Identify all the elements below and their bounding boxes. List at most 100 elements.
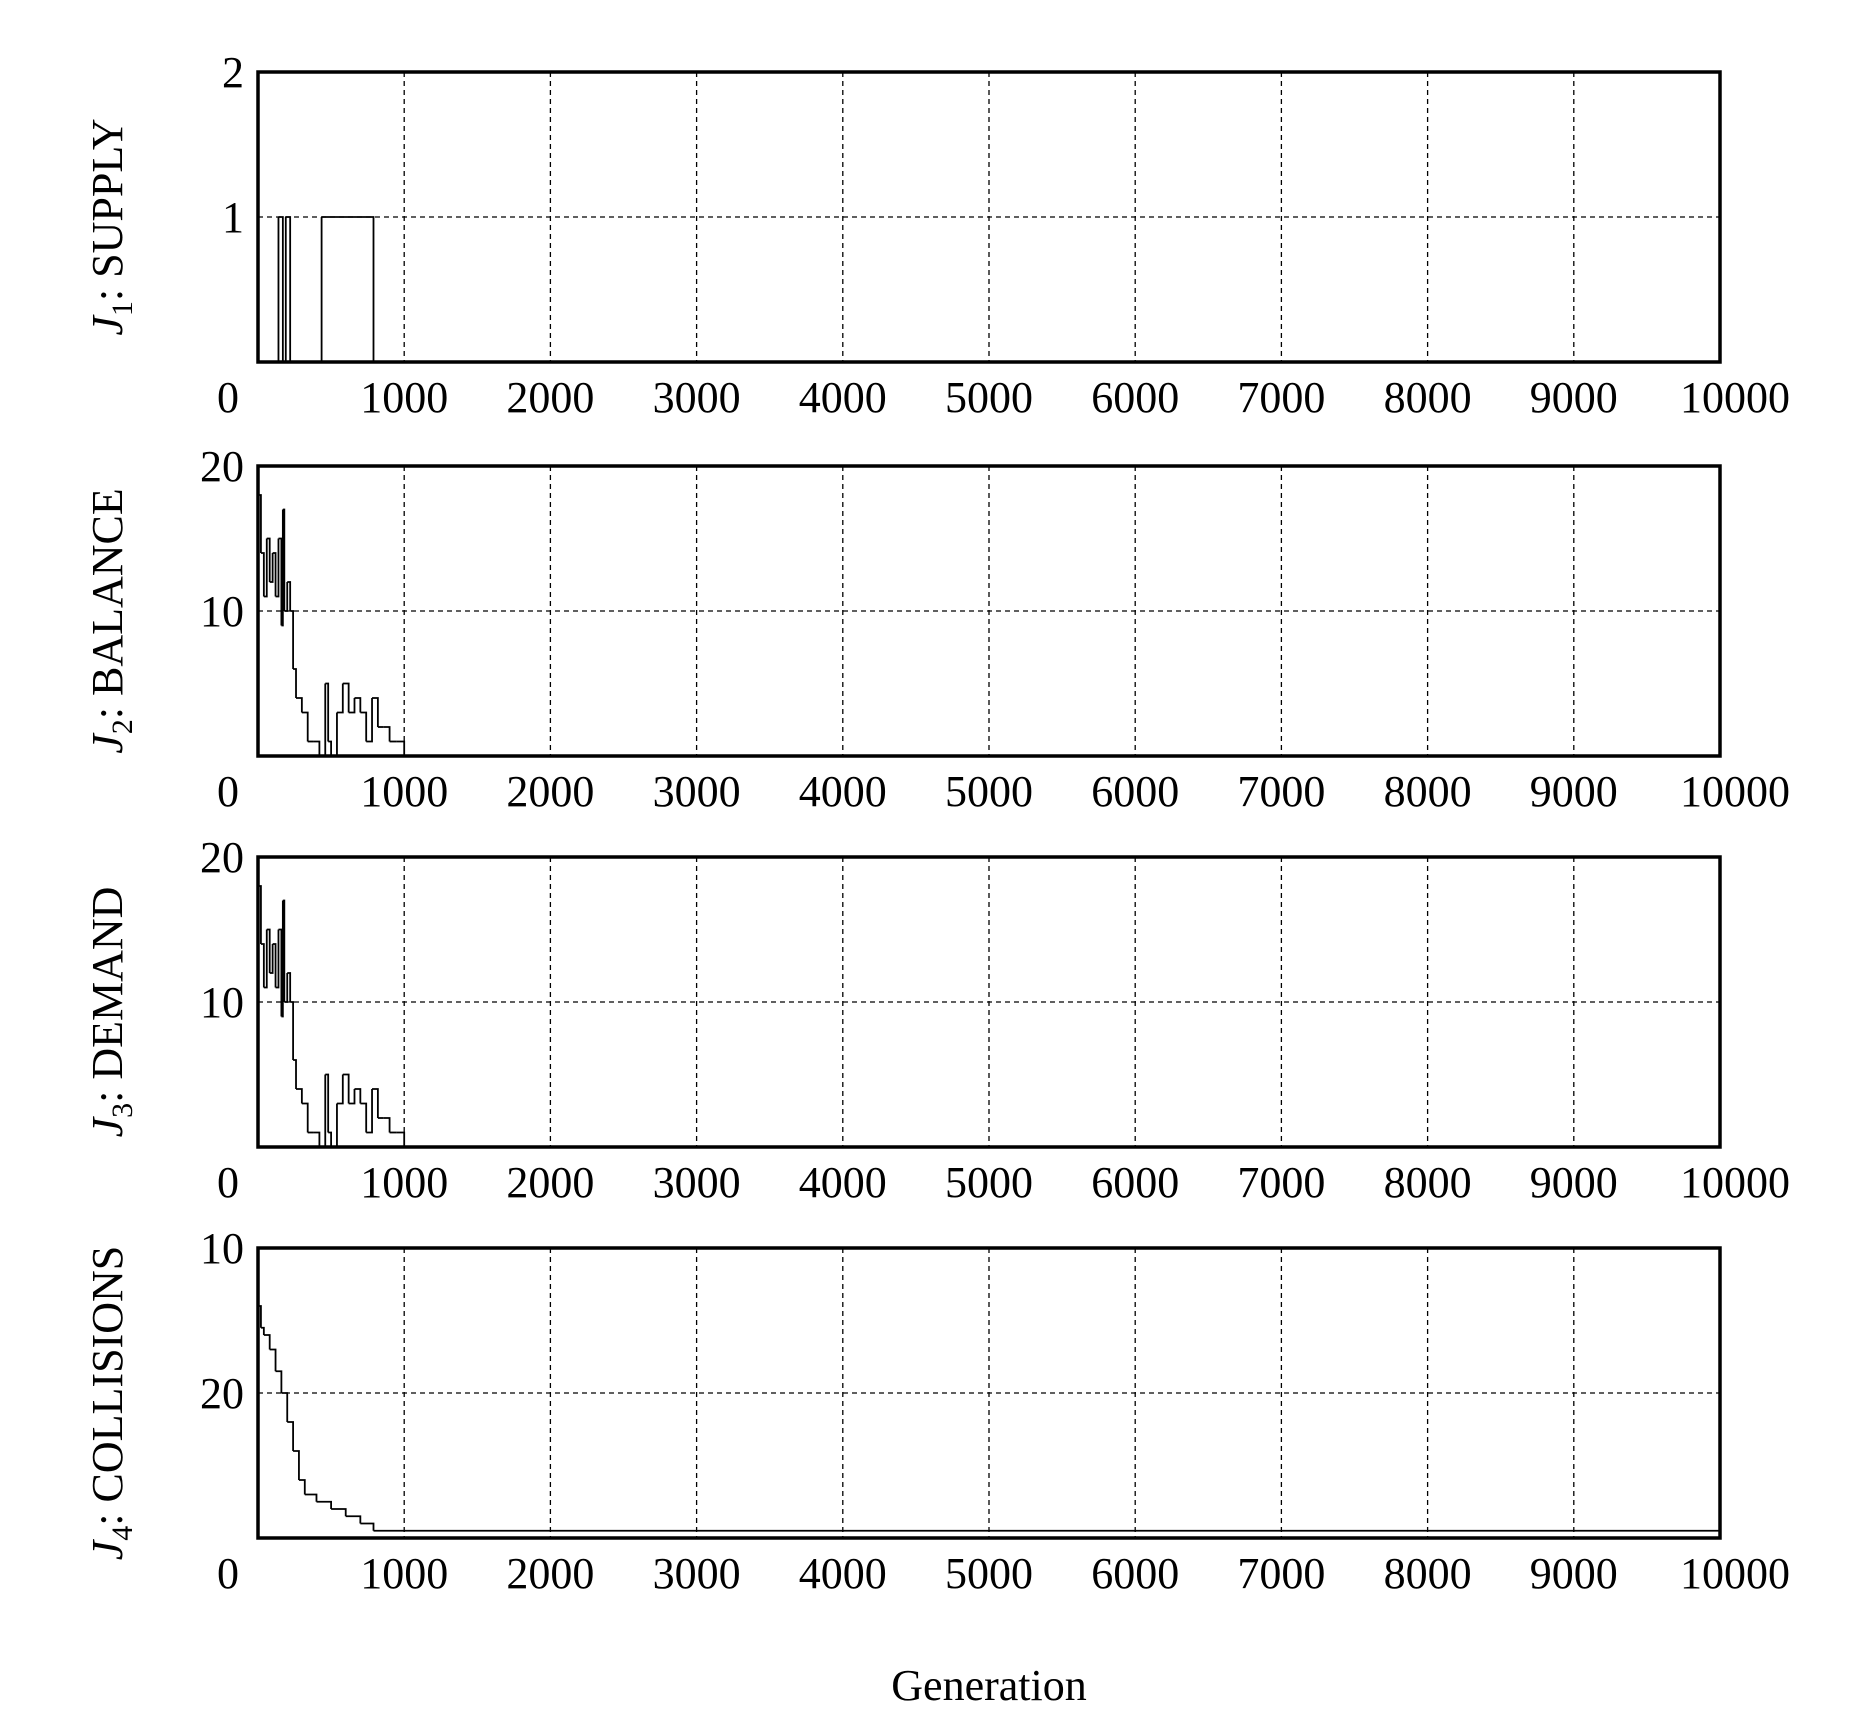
line-segment (304, 1493, 318, 1502)
line-segment (282, 899, 286, 1002)
line-segment (281, 1392, 289, 1422)
x-tick-label: 3000 (653, 1549, 741, 1598)
line-segment (266, 537, 271, 582)
line-segment (263, 929, 268, 989)
x-tick-label: 0 (217, 767, 239, 816)
line-segment (348, 698, 356, 714)
line-segment (287, 1421, 294, 1451)
subplot: 0 1000 2000 3000 4000 5000 6000 7000 8000 9000 100… (83, 442, 1790, 816)
line-segment (290, 1001, 294, 1060)
y-tick-label: 20 (200, 1369, 244, 1418)
line-segment (269, 553, 274, 583)
line-segment (278, 537, 283, 626)
line-segment (328, 1131, 332, 1147)
line-segment (287, 581, 292, 611)
line-segment (316, 1500, 332, 1509)
x-tick-label: 9000 (1530, 767, 1618, 816)
line-segment (263, 1334, 271, 1350)
x-tick-label: 7000 (1237, 1158, 1325, 1207)
x-tick-label: 6000 (1091, 767, 1179, 816)
line-segment (331, 1508, 347, 1517)
line-segment (260, 943, 265, 988)
y-tick-label: 2 (222, 48, 244, 97)
x-tick-label: 6000 (1091, 1549, 1179, 1598)
y-label-symbol: J (83, 1115, 132, 1137)
line-segment (354, 697, 362, 713)
x-axis-label: Generation (891, 1661, 1086, 1710)
line-segment (336, 1074, 344, 1105)
y-label-text: : SUPPLY (83, 118, 132, 301)
x-tick-label: 7000 (1237, 767, 1325, 816)
y-label-subscript: 3 (106, 1103, 139, 1118)
line-segment (354, 1088, 362, 1104)
line-segment (348, 1089, 356, 1105)
line-segment (396, 740, 406, 756)
line-segment (281, 509, 284, 627)
line-segment (396, 1131, 406, 1147)
line-segment (313, 1131, 321, 1147)
y-label-text: : DEMAND (83, 887, 132, 1103)
line-segment (293, 668, 297, 698)
plot-frame (256, 70, 1722, 364)
x-tick-label: 3000 (653, 767, 741, 816)
line-segment (272, 943, 277, 988)
x-tick-label: 5000 (945, 1549, 1033, 1598)
line-segment (275, 538, 280, 598)
y-tick-label: 10 (200, 978, 244, 1027)
line-segment (360, 711, 368, 742)
x-tick-label: 4000 (799, 373, 887, 422)
x-tick-label: 5000 (945, 373, 1033, 422)
line-segment (287, 972, 292, 1002)
y-label-symbol: J (83, 314, 132, 336)
x-tick-label: 1000 (360, 1158, 448, 1207)
subplot: 0 1000 2000 3000 4000 5000 6000 7000 8000 9000 100… (83, 833, 1790, 1207)
y-label-subscript: 4 (106, 1526, 139, 1541)
x-tick-label: 3000 (653, 373, 741, 422)
y-label-subscript: 1 (106, 301, 139, 316)
x-tick-label: 1000 (360, 767, 448, 816)
x-tick-label: 7000 (1237, 1549, 1325, 1598)
x-tick-label: 8000 (1384, 1549, 1472, 1598)
x-tick-label: 2000 (506, 373, 594, 422)
x-tick-label: 10000 (1680, 1549, 1790, 1598)
plot-frame (256, 464, 1722, 758)
y-label-subscript: 2 (106, 719, 139, 734)
x-tick-label: 4000 (799, 1549, 887, 1598)
x-tick-label: 2000 (506, 1549, 594, 1598)
x-tick-label: 1000 (360, 373, 448, 422)
x-tick-label: 6000 (1091, 1158, 1179, 1207)
line-segment (372, 1088, 379, 1118)
x-tick-label: 2000 (506, 767, 594, 816)
line-segment (342, 682, 350, 713)
x-tick-label: 4000 (799, 1158, 887, 1207)
line-segment (366, 698, 373, 743)
line-segment (269, 1348, 277, 1372)
line-segment (345, 1515, 362, 1524)
x-tick-label: 3000 (653, 1158, 741, 1207)
line-segment (360, 1522, 375, 1531)
x-tick-label: 0 (217, 1549, 239, 1598)
line-segment (278, 928, 283, 1017)
x-tick-label: 5000 (945, 767, 1033, 816)
y-label-text: : BALANCE (83, 488, 132, 719)
line-segment (325, 682, 330, 742)
line-segment (372, 697, 379, 727)
subplot: 0 1000 2000 3000 4000 5000 6000 7000 8000 9000 100… (83, 1224, 1790, 1598)
line-segment (366, 1089, 373, 1134)
x-tick-label: 4000 (799, 767, 887, 816)
line-segment (342, 1073, 350, 1104)
x-tick-label: 0 (217, 1158, 239, 1207)
line-segment (328, 740, 332, 756)
x-tick-label: 2000 (506, 1158, 594, 1207)
x-tick-label: 10000 (1680, 373, 1790, 422)
x-tick-label: 9000 (1530, 1158, 1618, 1207)
line-segment (325, 1073, 330, 1133)
line-segment (313, 740, 321, 756)
plot-frame (256, 855, 1722, 1149)
line-segment (278, 216, 284, 362)
line-segment (260, 1326, 265, 1335)
y-label-symbol: J (83, 732, 132, 754)
line-segment (263, 538, 268, 598)
plot-frame (256, 1246, 1722, 1540)
line-segment (321, 216, 375, 362)
